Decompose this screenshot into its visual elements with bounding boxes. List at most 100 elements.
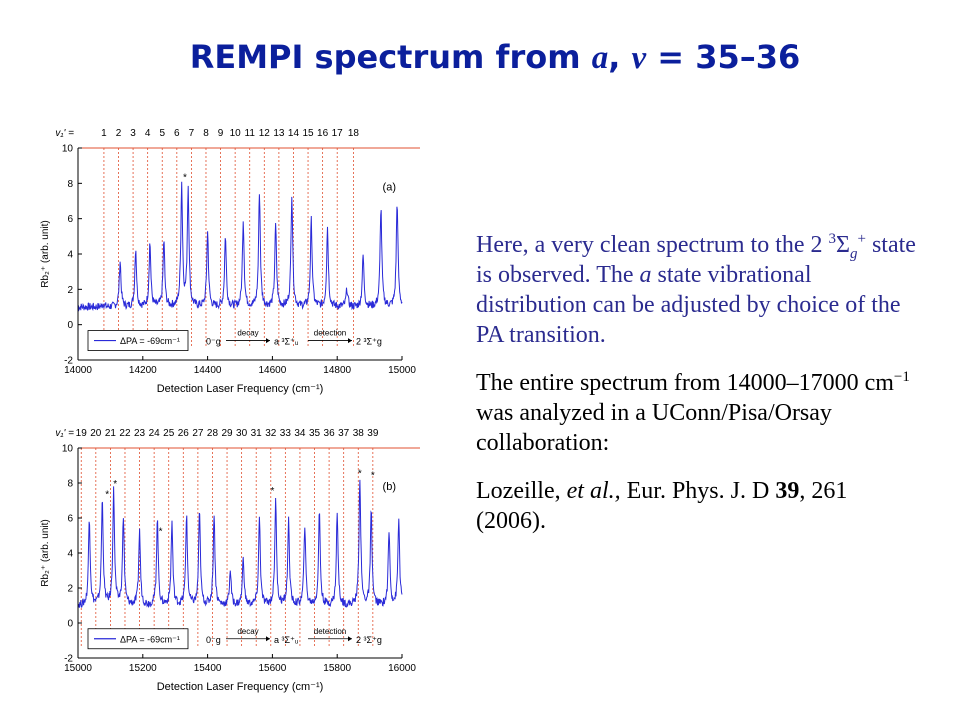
v-number: 23 xyxy=(134,428,146,439)
v-number: 34 xyxy=(294,428,306,439)
asterisk-marker: * xyxy=(159,526,163,537)
v-number: 29 xyxy=(221,428,233,439)
y-tick-label: 4 xyxy=(67,549,73,560)
y-tick-label: 10 xyxy=(62,144,74,155)
v-number: 27 xyxy=(192,428,204,439)
legend-box xyxy=(87,628,189,650)
v-number: 19 xyxy=(76,428,88,439)
asterisk-marker: * xyxy=(358,469,362,480)
x-tick-label: 14400 xyxy=(194,365,222,376)
v-number: 6 xyxy=(174,128,180,139)
v-prime-label: v₁' = xyxy=(55,128,74,139)
v-number: 18 xyxy=(348,128,360,139)
scheme-decay-label: decay xyxy=(237,329,258,338)
panel-label: (a) xyxy=(383,181,396,193)
y-axis-label: Rb₂⁺ (arb. unit) xyxy=(40,220,51,288)
y-tick-label: 8 xyxy=(67,179,73,190)
scheme-detection-label: detection xyxy=(314,329,346,338)
x-tick-label: 14800 xyxy=(323,365,351,376)
v-number: 37 xyxy=(338,428,350,439)
p3-italic: et al., xyxy=(566,478,621,504)
y-tick-label: 2 xyxy=(67,285,73,296)
scheme-state-0g: 0⁻g xyxy=(206,635,221,645)
v-number: 1 xyxy=(101,128,107,139)
p3-text-c: , 261 (2006). xyxy=(476,478,848,534)
v-number: 30 xyxy=(236,428,248,439)
v-number: 25 xyxy=(163,428,175,439)
scheme-state-2: 2 ³Σ⁺g xyxy=(356,635,382,645)
x-tick-label: 15600 xyxy=(258,663,286,674)
p1-sub: g xyxy=(849,245,858,262)
v-number: 31 xyxy=(251,428,263,439)
p3-text-b: Eur. Phys. J. D xyxy=(620,478,776,504)
p1-italic-a: a xyxy=(639,262,652,288)
paragraph-reference: Lozeille, et al., Eur. Phys. J. D 39, 26… xyxy=(476,476,916,536)
x-tick-label: 15400 xyxy=(194,663,222,674)
v-number: 10 xyxy=(230,128,242,139)
title-var-v: v xyxy=(631,40,647,76)
scheme-detection-label: detection xyxy=(314,627,346,636)
x-tick-label: 14600 xyxy=(258,365,286,376)
y-tick-label: 4 xyxy=(67,250,73,261)
scheme-state-a: a ³Σ⁺ᵤ xyxy=(274,337,299,347)
v-number: 14 xyxy=(288,128,300,139)
v-number: 9 xyxy=(218,128,224,139)
spectrum-panel-a: v₁' = 1 2 3 4 5 6 7 8 9 10 11 12 13 14 15 16 17 18*-202468… xyxy=(40,128,420,395)
p1-sigma: Σ xyxy=(836,232,850,258)
v-number: 24 xyxy=(149,428,161,439)
scheme-arrowhead xyxy=(348,338,352,344)
v-prime-label: v₁' = xyxy=(55,428,74,439)
title-text-2: , xyxy=(608,38,632,76)
y-tick-label: 2 xyxy=(67,584,73,595)
spectrum-panel-b: v₁' = 19 20 21 22 23 24 25 26 27 28 29 30 31 32 33 34 35 3… xyxy=(40,428,420,693)
v-number: 2 xyxy=(116,128,122,139)
x-tick-label: 14000 xyxy=(64,365,92,376)
p1-text-c: state vibrational distribution can be ad… xyxy=(476,262,901,348)
asterisk-marker: * xyxy=(113,479,117,490)
x-tick-label: 15000 xyxy=(388,365,416,376)
v-number: 7 xyxy=(189,128,195,139)
asterisk-marker: * xyxy=(371,470,375,481)
v-number: 36 xyxy=(324,428,336,439)
y-tick-label: 6 xyxy=(67,214,73,225)
p1-plus: + xyxy=(857,231,866,247)
x-tick-label: 15200 xyxy=(129,663,157,674)
x-tick-label: 16000 xyxy=(388,663,416,674)
spectrum-trace xyxy=(77,479,403,609)
x-axis-label: Detection Laser Frequency (cm⁻¹) xyxy=(157,383,324,395)
title-text-3: = 35–36 xyxy=(646,38,801,76)
v-number: 11 xyxy=(245,128,256,139)
scheme-state-a: a ³Σ⁺ᵤ xyxy=(274,635,299,645)
text-block: Here, a very clean spectrum to the 2 3Σg… xyxy=(476,230,916,554)
scheme-arrowhead xyxy=(266,338,270,344)
v-number: 13 xyxy=(273,128,285,139)
v-number: 26 xyxy=(178,428,190,439)
v-number: 17 xyxy=(332,128,344,139)
asterisk-marker: * xyxy=(270,486,274,497)
y-tick-label: 0 xyxy=(67,320,73,331)
v-number: 33 xyxy=(280,428,292,439)
p1-sup: 3 xyxy=(828,231,837,247)
asterisk-marker: * xyxy=(183,172,187,183)
paragraph-analysis: The entire spectrum from 14000–17000 cm−… xyxy=(476,368,916,458)
v-number: 22 xyxy=(119,428,131,439)
v-number: 28 xyxy=(207,428,219,439)
p3-volume: 39 xyxy=(775,478,800,504)
v-number: 39 xyxy=(367,428,379,439)
y-axis-label: Rb₂⁺ (arb. unit) xyxy=(40,519,51,587)
y-tick-label: 8 xyxy=(67,479,73,490)
p3-text-a: Lozeille, xyxy=(476,478,567,504)
legend-entry: ΔPA = -69cm⁻¹ xyxy=(120,634,180,644)
v-number: 38 xyxy=(353,428,365,439)
x-axis-label: Detection Laser Frequency (cm⁻¹) xyxy=(157,681,324,693)
asterisk-marker: * xyxy=(105,490,109,501)
v-number: 5 xyxy=(159,128,165,139)
v-number: 15 xyxy=(302,128,314,139)
scheme-arrowhead xyxy=(348,636,352,642)
spectrum-trace xyxy=(77,181,403,312)
x-tick-label: 15000 xyxy=(64,663,92,674)
v-number: 20 xyxy=(90,428,102,439)
p2-text-b: was analyzed in a UConn/Pisa/Orsay colla… xyxy=(476,400,832,456)
v-number: 8 xyxy=(203,128,209,139)
v-number: 21 xyxy=(105,428,117,439)
